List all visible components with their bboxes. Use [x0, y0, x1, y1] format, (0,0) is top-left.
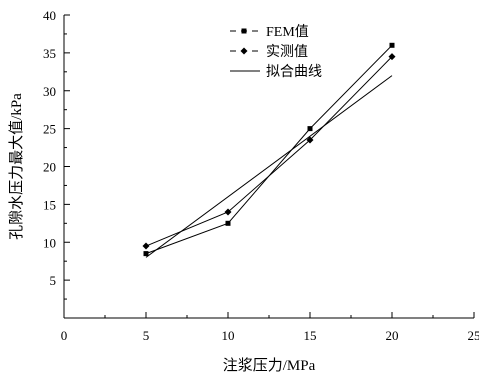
data-point: [306, 136, 314, 144]
data-point: [225, 220, 231, 226]
legend-label: 实测值: [266, 44, 308, 60]
legend-item: 拟合曲线: [230, 64, 322, 80]
legend-label: FEM值: [266, 24, 309, 40]
x-tick-label: 15: [304, 328, 317, 343]
x-tick-label: 0: [61, 328, 68, 343]
y-tick-label: 35: [43, 46, 56, 61]
data-point: [389, 42, 395, 48]
y-tick-label: 25: [43, 122, 56, 137]
x-tick-label: 20: [386, 328, 399, 343]
y-ticks: 5 10 15 20 25 30 35 40: [43, 8, 70, 300]
data-point: [142, 242, 150, 250]
data-point: [388, 53, 396, 61]
x-ticks: 0 5 10 15 20 25: [61, 312, 479, 343]
series-layer: [142, 42, 396, 258]
y-tick-label: 15: [43, 197, 56, 212]
y-tick-label: 10: [43, 235, 56, 250]
y-tick-label: 30: [43, 84, 56, 99]
x-tick-label: 25: [468, 328, 479, 343]
y-axis-title: 孔隙水压力最大值/kPa: [8, 93, 25, 240]
y-tick-label: 40: [43, 8, 56, 23]
data-point: [143, 251, 149, 257]
legend-marker: [241, 28, 247, 34]
data-point: [307, 126, 313, 132]
series-3: [145, 75, 393, 258]
series-line: [145, 75, 393, 258]
x-tick-label: 5: [143, 328, 150, 343]
legend-label: 拟合曲线: [266, 64, 322, 80]
series-line: [145, 56, 393, 247]
y-tick-label: 20: [43, 160, 56, 175]
data-point: [224, 208, 232, 216]
x-tick-label: 10: [222, 328, 235, 343]
legend-item: FEM值: [230, 24, 309, 40]
y-tick-label: 5: [50, 273, 57, 288]
legend-marker: [240, 47, 248, 55]
legend-item: 实测值: [230, 44, 308, 60]
x-axis-title: 注浆压力/MPa: [223, 356, 316, 374]
series-2: [142, 53, 396, 250]
